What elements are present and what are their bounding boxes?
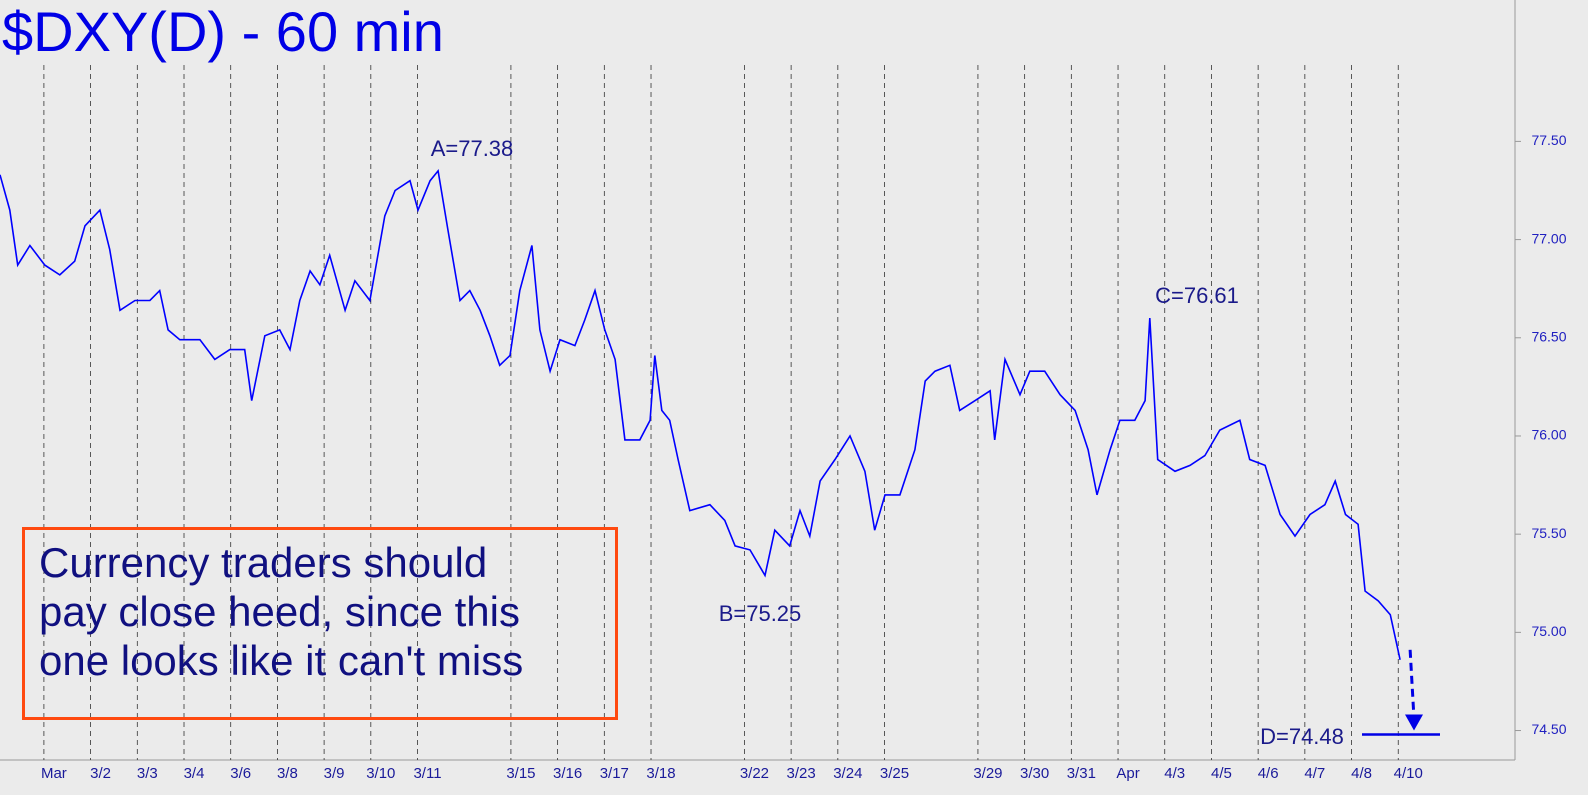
x-tick-label: 3/6 [230,765,251,782]
x-tick-label: 3/22 [740,765,769,782]
x-tick-label: 4/7 [1304,765,1325,782]
annotation: A=77.38 [431,136,514,161]
x-tick-label: 3/2 [90,765,111,782]
note-line: one looks like it can't miss [39,637,524,684]
x-tick-label: 3/18 [646,765,675,782]
y-tick-label: 74.50 [1531,721,1566,737]
x-tick-label: 3/10 [366,765,395,782]
x-tick-label: 3/16 [553,765,582,782]
y-tick-label: 77.00 [1531,230,1566,246]
x-tick-label: 4/8 [1351,765,1372,782]
x-tick-label: 4/6 [1258,765,1279,782]
price-line [0,169,1401,660]
x-tick-label: 3/24 [833,765,862,782]
x-tick-label: 3/9 [324,765,345,782]
arrow-head [1405,714,1423,731]
x-tick-label: Mar [41,765,67,782]
annotation: B=75.25 [719,601,802,626]
x-tick-label: 4/10 [1394,765,1423,782]
y-tick-label: 75.50 [1531,525,1566,541]
x-tick-label: 3/29 [973,765,1002,782]
y-tick-label: 75.00 [1531,623,1566,639]
note-box: Currency traders should pay close heed, … [22,527,618,720]
x-tick-label: 3/17 [600,765,629,782]
x-tick-label: Apr [1116,765,1139,782]
note-line: Currency traders should [39,539,488,586]
x-tick-label: 3/3 [137,765,158,782]
x-tick-label: 4/5 [1211,765,1232,782]
x-tick-label: 3/15 [506,765,535,782]
forecast-arrow [1408,649,1416,719]
x-tick-label: 3/25 [880,765,909,782]
x-tick-label: 3/11 [413,765,441,782]
x-tick-label: 3/23 [787,765,816,782]
annotation: D=74.48 [1260,724,1344,749]
note-line: pay close heed, since this [39,588,520,635]
annotation: C=76.61 [1155,283,1239,308]
x-tick-label: 3/8 [277,765,298,782]
chart-title: $DXY(D) - 60 min [2,0,444,63]
y-tick-label: 76.00 [1531,427,1566,443]
x-tick-label: 3/4 [184,765,205,782]
x-tick-label: 3/30 [1020,765,1049,782]
y-tick-label: 76.50 [1531,328,1566,344]
y-tick-label: 77.50 [1531,132,1566,148]
x-tick-label: 3/31 [1067,765,1096,782]
x-tick-label: 4/3 [1164,765,1185,782]
